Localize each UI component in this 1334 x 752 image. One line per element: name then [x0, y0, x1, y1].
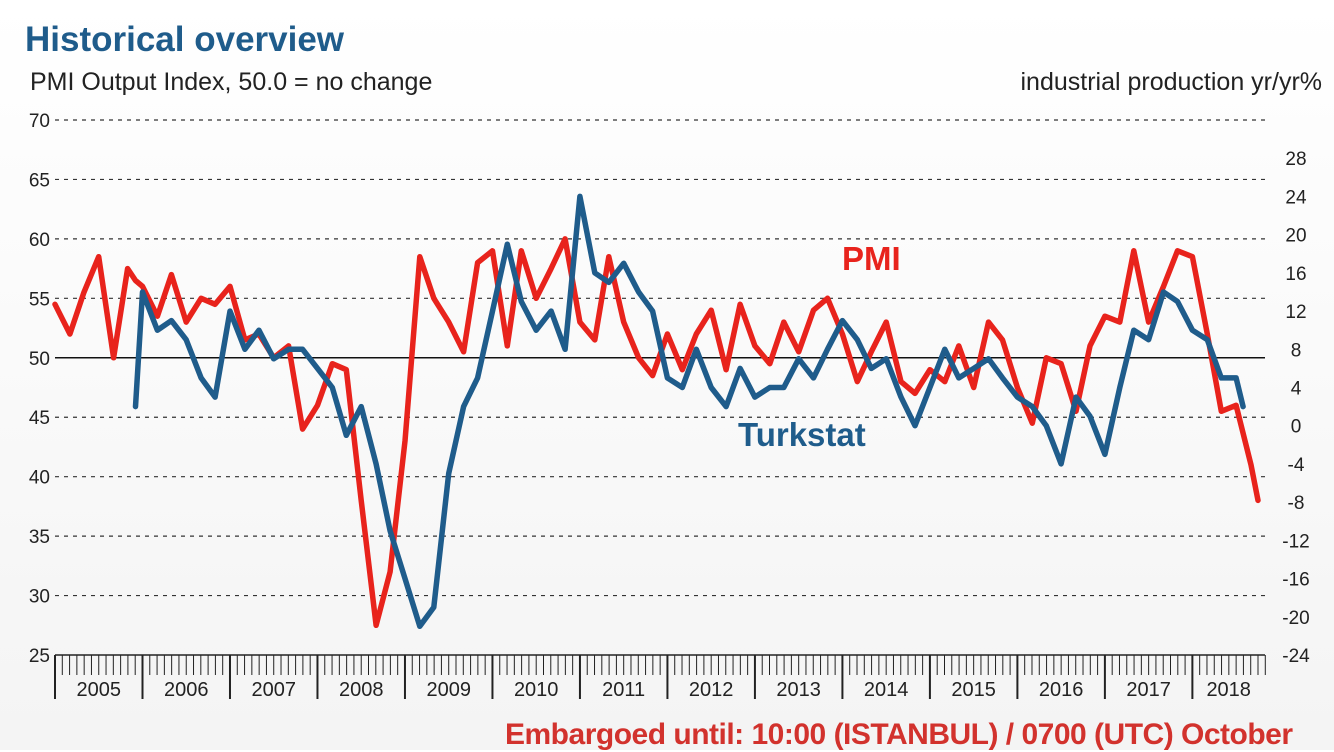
left-tick-label: 40 [29, 468, 50, 489]
left-axis-ticks: 25 30 35 40 45 50 55 60 65 70 [29, 111, 50, 667]
year-label: 2008 [339, 679, 384, 701]
chart-title: Historical overview [25, 20, 345, 59]
left-tick-label: 45 [29, 408, 50, 429]
left-tick-label: 25 [29, 646, 50, 667]
right-tick-label: 8 [1291, 340, 1302, 361]
x-axis: 2005 2006 2007 2008 2009 2010 2011 2012 2013 2014… [54, 654, 1266, 701]
right-axis-ticks: -24 -20 -16 -12 -8 -4 0 4 8 12 16 20 24 28 [1282, 149, 1310, 667]
right-tick-label: 12 [1285, 302, 1306, 323]
series-line-turkstat [132, 193, 1246, 630]
left-tick-label: 30 [29, 587, 50, 608]
right-tick-label: 24 [1285, 187, 1307, 208]
year-label: 2014 [864, 679, 909, 701]
series-label-pmi: PMI [842, 240, 901, 277]
right-tick-label: -4 [1288, 455, 1305, 476]
left-tick-label: 65 [29, 170, 50, 191]
right-tick-label: 0 [1291, 417, 1302, 438]
right-tick-label: 28 [1285, 149, 1306, 170]
left-axis-title: PMI Output Index, 50.0 = no change [30, 68, 433, 96]
year-label: 2011 [602, 679, 645, 701]
left-tick-label: 55 [29, 289, 50, 310]
left-tick-label: 70 [29, 111, 50, 132]
year-label: 2010 [514, 679, 559, 701]
right-tick-label: 20 [1285, 226, 1306, 247]
left-tick-label: 35 [29, 527, 50, 548]
right-tick-label: -20 [1282, 608, 1309, 629]
year-label: 2018 [1206, 679, 1251, 701]
series-label-turkstat: Turkstat [738, 416, 866, 453]
left-tick-label: 60 [29, 230, 50, 251]
right-tick-label: -16 [1282, 570, 1309, 591]
year-label: 2012 [689, 679, 734, 701]
year-label: 2006 [164, 679, 209, 701]
series-lines [52, 193, 1261, 630]
year-label: 2007 [251, 679, 296, 701]
right-tick-label: -12 [1282, 531, 1309, 552]
year-label: 2016 [1039, 679, 1084, 701]
embargo-notice: Embargoed until: 10:00 (ISTANBUL) / 0700… [505, 718, 1293, 751]
year-label: 2009 [426, 679, 471, 701]
year-label: 2015 [951, 679, 996, 701]
right-axis-title: industrial production yr/yr% [1020, 68, 1322, 96]
year-label: 2013 [776, 679, 821, 701]
series-line-pmi [52, 236, 1261, 629]
left-tick-label: 50 [29, 349, 50, 370]
right-tick-label: 16 [1285, 264, 1306, 285]
year-label: 2005 [76, 679, 121, 701]
right-tick-label: 4 [1291, 379, 1302, 400]
year-label: 2017 [1126, 679, 1171, 701]
right-tick-label: -8 [1288, 493, 1305, 514]
right-tick-label: -24 [1282, 646, 1310, 667]
